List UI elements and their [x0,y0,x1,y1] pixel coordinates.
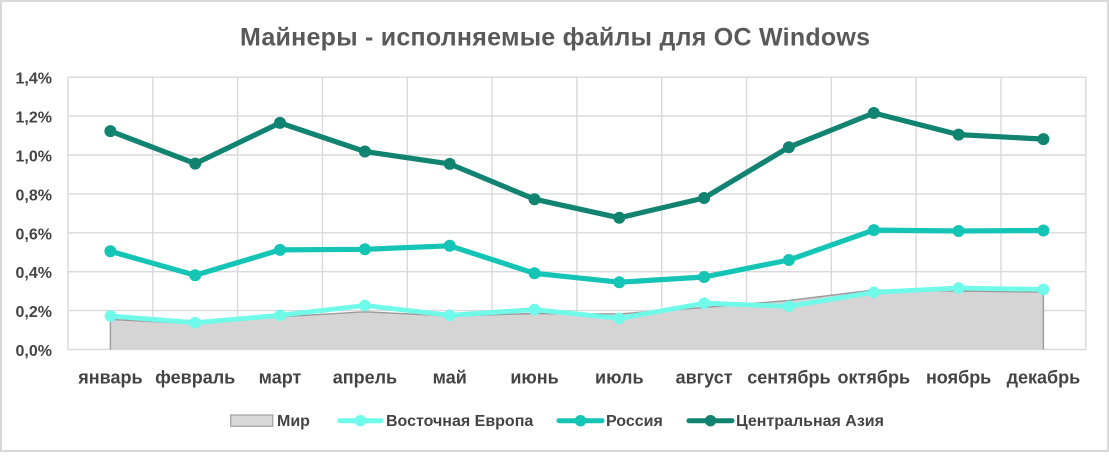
svg-text:август: август [676,368,733,388]
svg-text:Восточная Европа: Восточная Европа [386,413,533,430]
svg-text:Россия: Россия [606,413,663,430]
svg-text:Центральная Азия: Центральная Азия [736,413,884,430]
svg-text:0,2%: 0,2% [16,304,52,321]
svg-text:0,8%: 0,8% [16,187,52,204]
svg-text:0,6%: 0,6% [16,226,52,243]
svg-text:1,0%: 1,0% [16,149,52,166]
svg-text:январь: январь [77,368,142,388]
svg-text:ноябрь: ноябрь [926,368,991,388]
svg-text:1,2%: 1,2% [16,110,52,127]
svg-text:июль: июль [595,368,644,388]
svg-text:октябрь: октябрь [838,368,911,388]
svg-text:май: май [433,368,467,388]
svg-text:апрель: апрель [333,368,397,388]
svg-text:февраль: февраль [155,368,235,388]
svg-text:декабрь: декабрь [1007,368,1081,388]
svg-text:Мир: Мир [277,413,310,430]
svg-text:сентябрь: сентябрь [747,368,830,388]
svg-text:1,4%: 1,4% [16,71,52,88]
svg-text:0,4%: 0,4% [16,265,52,282]
svg-text:март: март [259,368,302,388]
svg-text:0,0%: 0,0% [16,343,52,360]
svg-text:Майнеры - исполняемые файлы дл: Майнеры - исполняемые файлы для ОС Windo… [240,24,870,52]
svg-text:июнь: июнь [510,368,558,388]
